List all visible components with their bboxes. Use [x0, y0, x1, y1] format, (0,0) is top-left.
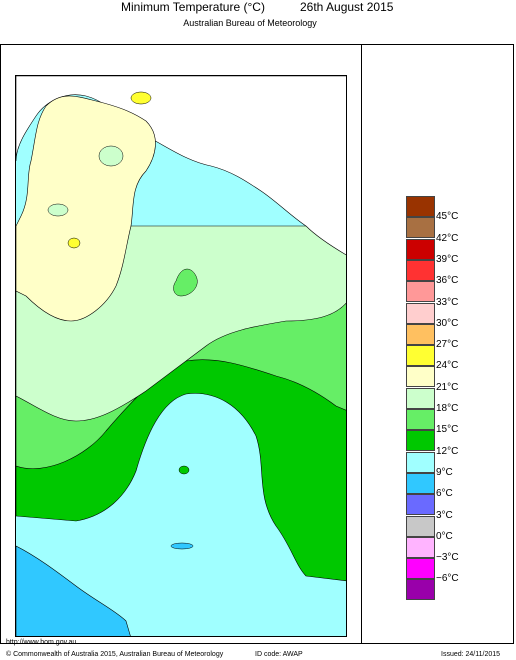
- panel-divider: [361, 44, 362, 644]
- map-subtitle: Australian Bureau of Meteorology: [183, 18, 317, 28]
- legend-tick-label: 27°C: [436, 339, 459, 351]
- patch-24-27-a: [67, 237, 81, 249]
- legend-swatch: [406, 302, 435, 324]
- island-d: [170, 542, 194, 550]
- legend-swatch: [406, 494, 435, 516]
- patch-15-18: [173, 268, 198, 297]
- id-code-text: ID code: AWAP: [255, 651, 303, 658]
- zone-6-9: [16, 545, 131, 636]
- issued-text: Issued: 24/11/2015: [441, 651, 501, 658]
- island-a: [98, 145, 124, 167]
- legend-tick-label: 45°C: [436, 211, 459, 223]
- legend-swatch: [406, 323, 435, 345]
- legend-swatch: [406, 515, 435, 537]
- figure-frame: [0, 44, 514, 644]
- legend-tick-label: −3°C: [436, 552, 459, 564]
- legend-swatch: [406, 238, 435, 260]
- legend-swatch: [406, 196, 435, 217]
- legend-swatch: [406, 259, 435, 281]
- island-b: [47, 203, 69, 217]
- legend-swatch: [406, 536, 435, 558]
- legend-swatch: [406, 430, 435, 452]
- legend-swatch: [406, 409, 435, 430]
- legend-swatch: [406, 558, 435, 580]
- copyright-text: © Commonwealth of Australia 2015, Austra…: [6, 651, 224, 658]
- legend-tick-label: 12°C: [436, 445, 459, 457]
- patch-24-27-b: [130, 91, 152, 105]
- legend-tick-label: 42°C: [436, 232, 459, 244]
- legend-tick-label: 15°C: [436, 424, 459, 436]
- legend-tick-label: −6°C: [436, 573, 459, 585]
- map-svg: [16, 76, 346, 636]
- legend-swatch: [406, 579, 435, 601]
- legend-swatch: [406, 281, 435, 303]
- legend-tick-label: 0°C: [436, 530, 453, 542]
- legend-swatch: [406, 472, 435, 494]
- legend-tick-label: 33°C: [436, 296, 459, 308]
- temperature-map: [15, 75, 347, 637]
- legend-tick-label: 18°C: [436, 403, 459, 414]
- legend-swatch: [406, 366, 435, 388]
- map-date: 26th August 2015: [300, 0, 394, 14]
- map-title: Minimum Temperature (°C): [121, 0, 265, 14]
- island-c: [178, 465, 190, 475]
- legend-tick-label: 9°C: [436, 466, 453, 478]
- legend-swatch: [406, 217, 435, 239]
- legend-tick-label: 3°C: [436, 509, 453, 521]
- legend-tick-label: 24°C: [436, 360, 459, 372]
- source-url[interactable]: http://www.bom.gov.au: [6, 639, 77, 646]
- sea-area: [16, 76, 346, 256]
- legend-tick-label: 30°C: [436, 317, 459, 329]
- legend-swatch: [406, 451, 435, 473]
- legend-tick-label: 6°C: [436, 488, 453, 500]
- legend-swatch: [406, 387, 435, 409]
- legend-tick-label: 39°C: [436, 253, 459, 265]
- legend-tick-label: 21°C: [436, 381, 459, 393]
- legend-swatch: [406, 345, 435, 367]
- legend-tick-label: 36°C: [436, 275, 459, 287]
